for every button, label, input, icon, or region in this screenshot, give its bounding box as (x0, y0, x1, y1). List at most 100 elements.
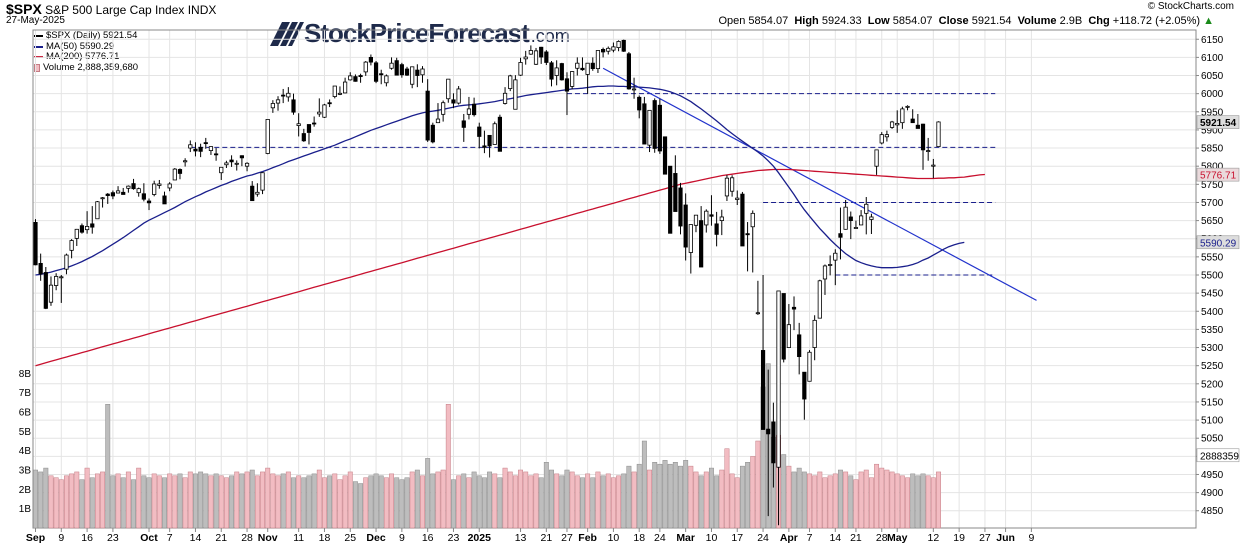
volume-bar (451, 479, 456, 529)
x-tick-label: 17 (731, 532, 743, 544)
volume-bar (580, 477, 585, 529)
chg-value: +118.72 (+2.05%) (1112, 15, 1201, 27)
candle (791, 296, 797, 331)
candle-body (275, 99, 281, 104)
open-label: Open (718, 15, 746, 27)
price-tick-label: 6050 (1201, 71, 1224, 82)
volume-bar (910, 473, 916, 529)
volume-bar (136, 467, 142, 529)
volume-bar (920, 473, 926, 529)
volume-bar (229, 475, 235, 529)
volume-bar (538, 477, 544, 529)
candle (570, 71, 575, 90)
x-tick-label: 24 (654, 532, 666, 544)
candle-body (817, 280, 822, 319)
candle-body (477, 126, 482, 137)
candle-body (79, 225, 85, 233)
candle-body (379, 73, 384, 76)
x-tick-label: Mar (676, 532, 695, 544)
volume-bar (858, 471, 864, 529)
volume-bar (234, 471, 240, 529)
credit-link[interactable]: © StockCharts.com (1147, 1, 1234, 12)
volume-bar (487, 471, 493, 529)
candle (936, 121, 941, 148)
volume-bar (693, 471, 699, 529)
volume-bar (456, 475, 462, 529)
volume-bar (275, 475, 281, 529)
candle-body (693, 214, 699, 226)
x-tick-label: 28 (876, 532, 888, 544)
legend-item-volume: Volume 2,888,359,680 (34, 62, 138, 74)
candle (554, 60, 559, 86)
volume-bar (719, 469, 725, 529)
candle-body (554, 67, 559, 76)
candle-body (745, 233, 750, 236)
last-price-tag-text: 5921.54 (1200, 118, 1237, 129)
exchange: INDX (187, 3, 217, 17)
candle (317, 98, 322, 117)
candle (673, 155, 678, 212)
x-tick-label: 14 (829, 532, 841, 544)
volume-bar (461, 473, 467, 529)
price-tick-label: 5250 (1201, 361, 1224, 372)
candle-body (719, 216, 724, 221)
volume-bar (177, 473, 183, 529)
volume-bar (352, 481, 358, 529)
candle-body (183, 160, 188, 163)
candle (502, 87, 508, 105)
candle-body (508, 75, 513, 89)
candle-body (766, 428, 771, 435)
candle (822, 264, 828, 295)
volume-bar (832, 473, 838, 529)
volume-bar (239, 473, 245, 529)
volume-bar (652, 462, 658, 529)
candle (611, 42, 616, 53)
x-tick-label: 10 (706, 532, 718, 544)
candle-body (141, 193, 146, 200)
candle-body (33, 222, 38, 266)
candle (461, 113, 466, 142)
candle (595, 50, 601, 73)
candle (265, 119, 270, 155)
x-tick-label: 2025 (468, 532, 492, 544)
candle (616, 40, 621, 52)
volume-bar (151, 473, 157, 529)
candle-body (332, 85, 337, 97)
volume-bar (626, 465, 632, 529)
candle (518, 57, 523, 76)
candle (714, 211, 719, 247)
x-tick-label: 19 (953, 532, 965, 544)
candle (286, 87, 291, 102)
candle (889, 120, 895, 129)
x-tick-label: 14 (190, 532, 202, 544)
candle-body (244, 162, 250, 167)
candle-body (59, 276, 64, 279)
candle (126, 185, 131, 193)
candle (776, 290, 781, 526)
candle-body (539, 46, 544, 58)
candle-body (755, 312, 761, 315)
volume-tick-label: 1B (19, 504, 32, 515)
volume-bar (110, 475, 116, 529)
price-tick-label: 5100 (1201, 416, 1224, 427)
candle-body (234, 162, 239, 165)
candle (833, 249, 838, 286)
candle-body (115, 190, 121, 194)
open-value: 5854.07 (748, 15, 789, 27)
candle-body (771, 421, 776, 464)
volume-bar (683, 460, 689, 529)
candle (482, 130, 487, 154)
volume-bar (822, 477, 828, 529)
volume-bar (131, 479, 136, 529)
candle (193, 142, 198, 157)
volume-bar (616, 475, 622, 529)
price-tick-label: 5850 (1201, 144, 1224, 155)
candle (637, 95, 642, 119)
last-volume-tag: 2888359 (1196, 448, 1239, 462)
candle-body (853, 227, 859, 229)
volume-bar (399, 479, 405, 529)
candle-body (776, 290, 781, 468)
candle-body (786, 324, 791, 348)
candle (719, 209, 724, 236)
volume-bar (430, 473, 436, 529)
